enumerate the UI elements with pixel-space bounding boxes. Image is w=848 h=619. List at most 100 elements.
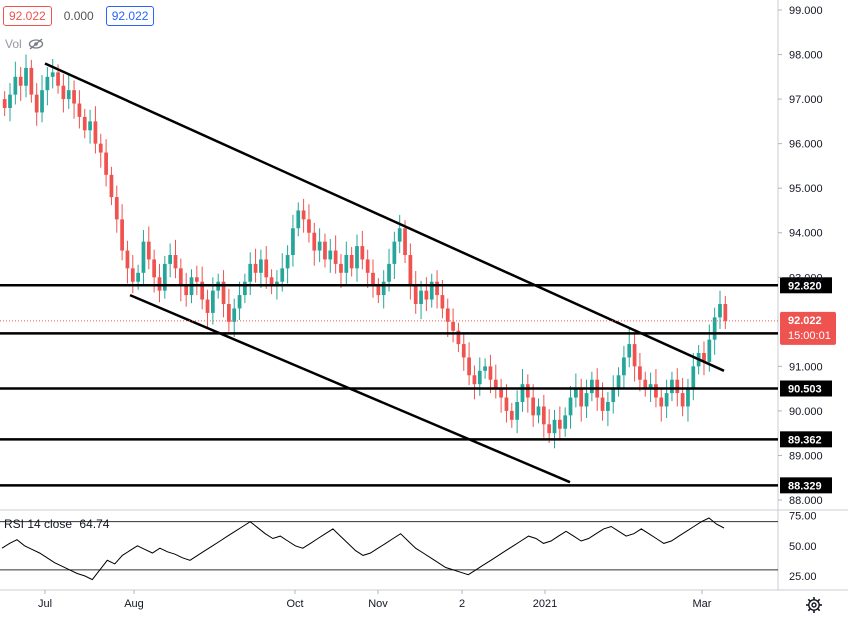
rsi-pane: 75.00 50.00 25.00	[0, 511, 817, 583]
rsi-label-text: RSI 14 close	[4, 517, 73, 531]
candle-body	[184, 286, 189, 296]
candle-body	[451, 321, 455, 331]
candle-body	[707, 339, 712, 362]
candle-body	[205, 299, 210, 313]
candle-body	[328, 250, 333, 260]
price-tick-label: 94.000	[789, 228, 823, 240]
candle-body	[424, 290, 429, 300]
candle-body	[296, 210, 301, 229]
open-value: 92.022	[3, 6, 52, 26]
candle-body	[269, 277, 274, 287]
candle-body	[136, 272, 140, 282]
countdown-label: 15:00:01	[788, 330, 831, 342]
candle-body	[643, 379, 648, 389]
candle-body	[61, 85, 66, 100]
candle-body	[387, 263, 391, 282]
candle-body	[584, 393, 589, 407]
eye-crossed-icon[interactable]	[28, 38, 44, 50]
candle-body	[18, 76, 23, 86]
candle-body	[24, 67, 28, 86]
candle-body	[104, 152, 108, 175]
candle-body	[168, 255, 173, 264]
candle-body	[702, 353, 706, 362]
candle-body	[125, 250, 130, 269]
vol-label: Vol	[5, 37, 22, 51]
rsi-line	[1, 517, 725, 581]
level-label: 88.329	[788, 480, 822, 492]
candle-body	[568, 397, 573, 416]
candle-body	[547, 424, 552, 434]
candle-body	[88, 121, 92, 131]
candle-body	[237, 295, 242, 309]
close-value: 92.022	[105, 6, 155, 26]
price-tick-label: 95.000	[789, 183, 823, 195]
candle-body	[616, 375, 621, 389]
candle-body	[600, 397, 605, 411]
time-tick-label: Mar	[693, 598, 712, 610]
candle-body	[675, 379, 680, 394]
candle-body	[120, 219, 124, 251]
price-tick-label: 99.000	[789, 5, 823, 17]
candle-body	[312, 232, 317, 251]
level-label: 90.503	[788, 384, 822, 396]
time-tick-label: 2	[459, 598, 465, 610]
vol-indicator[interactable]: Vol	[5, 37, 44, 51]
price-axis[interactable]: 99.000 98.000 97.000 96.000 95.000 94.000 93.0…	[778, 5, 823, 507]
candle-body	[445, 308, 450, 322]
candle-body	[509, 410, 514, 420]
time-tick-label: 2021	[533, 598, 557, 610]
candle-body	[8, 94, 12, 108]
candle-body	[227, 304, 231, 322]
candle-body	[307, 219, 311, 233]
candle-body	[472, 375, 477, 385]
candle-body	[248, 263, 253, 282]
candle-body	[493, 379, 498, 389]
candle-body	[333, 250, 338, 264]
candle-body	[344, 255, 349, 273]
candle-body	[77, 103, 82, 117]
candle-body	[360, 246, 365, 260]
candle-body	[157, 277, 162, 291]
candle-body	[627, 344, 632, 358]
candle-body	[72, 90, 76, 104]
level-label-bg	[780, 380, 832, 397]
candle-body	[45, 76, 50, 91]
rsi-legend: RSI 14 close 64.74	[4, 517, 109, 531]
candle-body	[29, 67, 34, 95]
rsi-tick-label: 75.00	[789, 511, 817, 523]
level-label: 89.362	[788, 434, 822, 446]
rsi-value: 64.74	[79, 517, 110, 531]
candle-body	[381, 281, 386, 296]
candle-body	[13, 76, 18, 95]
trendline[interactable]	[44, 62, 725, 372]
candle-body	[541, 406, 546, 425]
time-axis[interactable]: Jul Aug Oct Nov 2 2021 Mar	[38, 590, 712, 610]
trendlines	[44, 62, 725, 484]
candle-body	[440, 295, 445, 309]
candle-body	[98, 143, 103, 153]
current-price-badge	[780, 311, 836, 345]
candle-body	[461, 344, 466, 358]
candle-body	[243, 281, 247, 296]
candle-body	[130, 268, 135, 282]
change-value: 0.000	[57, 6, 100, 26]
candle-body	[573, 388, 578, 398]
candle-body	[162, 263, 167, 291]
price-tick-label: 98.000	[789, 50, 823, 62]
gear-icon[interactable]	[805, 596, 823, 614]
candle-body	[456, 330, 461, 345]
candle-body	[654, 384, 658, 398]
candle-body	[2, 99, 7, 108]
candle-body	[232, 308, 237, 322]
time-tick-label: Aug	[124, 598, 144, 610]
candle-body	[264, 259, 269, 278]
candle-body	[280, 268, 285, 282]
horizontal-levels[interactable]: 92.82091.74190.50389.36288.32992.02215:0…	[0, 277, 836, 494]
price-tick-label: 91.000	[789, 361, 823, 373]
candle-body	[723, 304, 728, 321]
time-tick-label: Jul	[38, 598, 52, 610]
candle-body	[632, 344, 637, 367]
level-label-bg	[780, 431, 832, 448]
candle-body	[435, 281, 439, 296]
